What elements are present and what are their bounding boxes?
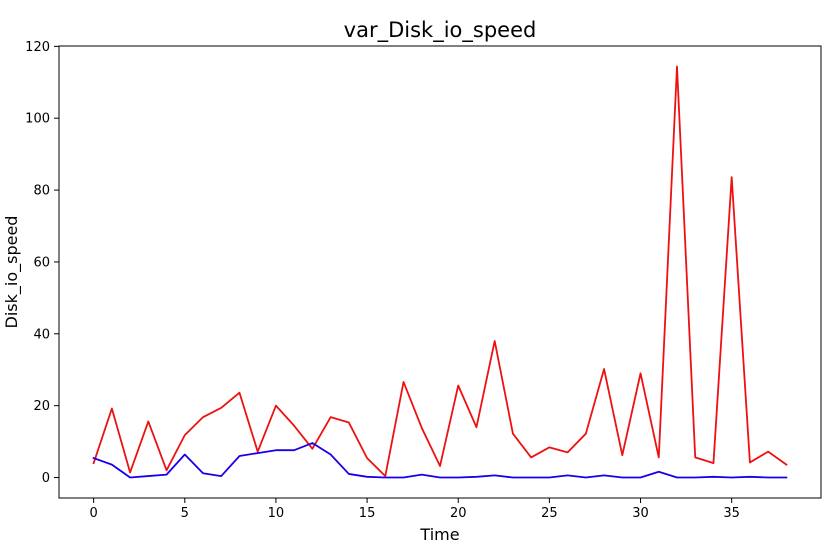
y-axis-label: Disk_io_speed: [2, 216, 22, 329]
y-tick-label: 20: [33, 399, 50, 414]
x-tick-label: 0: [89, 506, 97, 521]
x-tick-label: 15: [359, 506, 376, 521]
plot-frame: [58, 45, 822, 499]
x-tick-label: 30: [632, 506, 649, 521]
y-tick-label: 40: [33, 327, 50, 342]
series-layer: [92, 65, 788, 479]
x-tick-label: 35: [723, 506, 740, 521]
series-line-2: [92, 442, 788, 479]
y-tick-label: 120: [25, 40, 50, 55]
y-tick-label: 80: [33, 184, 50, 199]
chart-title: var_Disk_io_speed: [344, 18, 537, 43]
y-axis-ticks: 0 20 40 60 80 100 120: [25, 40, 59, 486]
y-tick-label: 0: [42, 471, 50, 486]
y-tick-label: 100: [25, 112, 50, 127]
x-tick-label: 25: [541, 506, 558, 521]
y-tick-label: 60: [33, 255, 50, 270]
x-tick-label: 5: [181, 506, 189, 521]
x-axis-ticks: 0 5 10 15 20 25 30 35: [89, 498, 740, 521]
series-line-1: [92, 65, 788, 477]
x-axis-label: Time: [419, 525, 459, 544]
x-tick-label: 20: [450, 506, 467, 521]
x-tick-label: 10: [268, 506, 285, 521]
